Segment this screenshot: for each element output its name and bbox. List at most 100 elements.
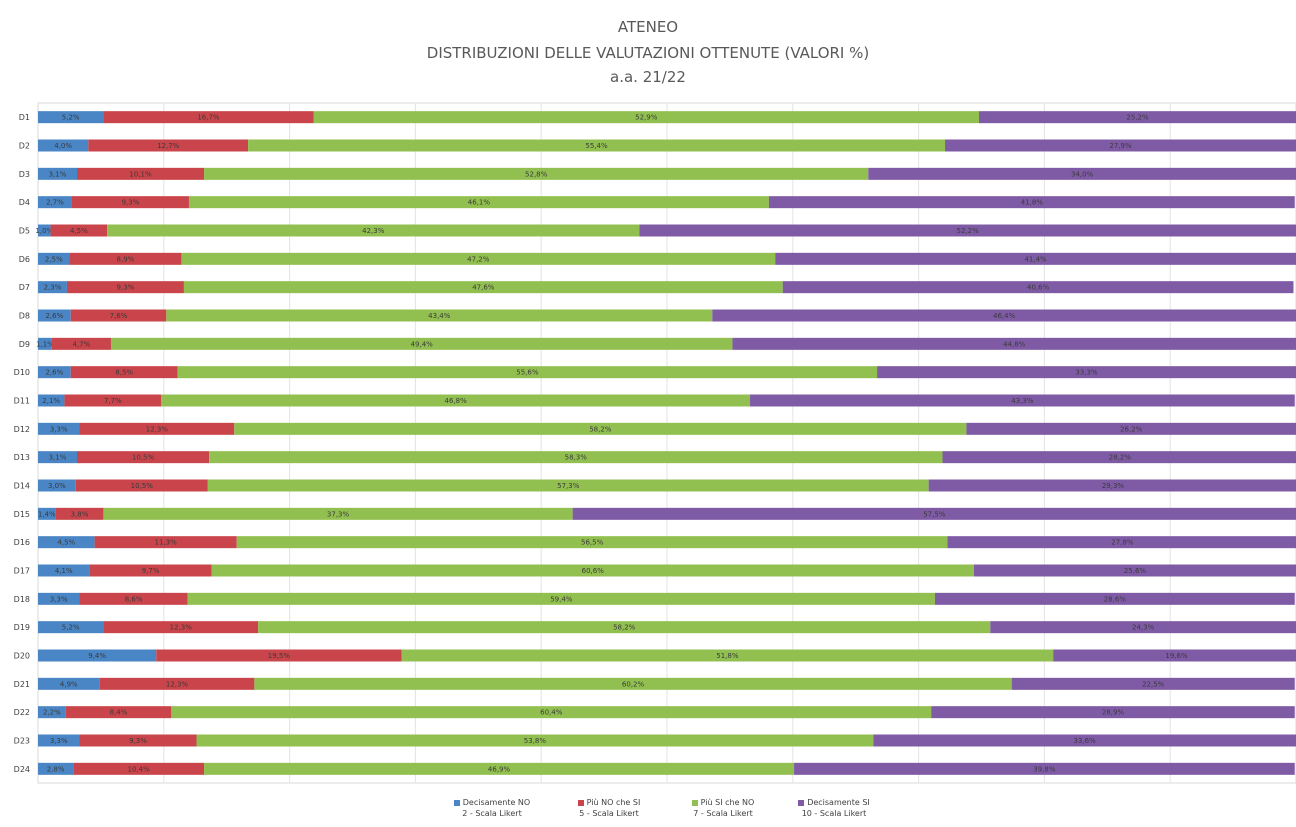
- bar-segment: [38, 167, 77, 180]
- bar-segment: [79, 422, 235, 435]
- bar-segment: [1011, 677, 1295, 690]
- data-label: 3,0%: [48, 482, 66, 490]
- category-label: D15: [14, 510, 30, 519]
- data-label: 52,9%: [635, 114, 658, 122]
- bar-segment: [236, 536, 948, 549]
- data-label: 12,3%: [166, 680, 189, 688]
- bar-segment: [750, 394, 1295, 407]
- bar-segment: [38, 309, 71, 322]
- bar-segment: [204, 762, 795, 775]
- category-label: D16: [14, 538, 30, 547]
- legend-item: Più SI che NO 7 - Scala Likert: [668, 797, 778, 819]
- bar-segment: [234, 422, 967, 435]
- data-label: 43,4%: [428, 312, 451, 320]
- bar-segment: [572, 507, 1296, 520]
- data-label: 4,1%: [55, 567, 73, 575]
- bar-segment: [38, 564, 90, 577]
- bar-segment: [76, 451, 210, 464]
- data-label: 2,1%: [42, 397, 60, 405]
- data-label: 3,8%: [71, 510, 89, 518]
- category-label: D10: [14, 368, 30, 377]
- bar-segment: [166, 309, 713, 322]
- bar-segment: [928, 479, 1296, 492]
- data-label: 33,3%: [1075, 369, 1098, 377]
- data-label: 34,0%: [1071, 170, 1094, 178]
- bar-segment: [38, 281, 67, 294]
- bar-segment: [966, 422, 1296, 435]
- data-label: 10,1%: [129, 170, 152, 178]
- bar-segment: [768, 196, 1295, 209]
- data-label: 22,5%: [1142, 680, 1165, 688]
- data-label: 10,4%: [128, 765, 151, 773]
- bar-segment: [181, 252, 776, 265]
- bar-segment: [71, 196, 189, 209]
- data-label: 9,3%: [122, 199, 140, 207]
- category-label: D20: [14, 652, 30, 661]
- data-label: 43,3%: [1011, 397, 1034, 405]
- bar-segment: [196, 734, 874, 747]
- data-label: 3,3%: [50, 737, 68, 745]
- data-label: 9,3%: [117, 284, 135, 292]
- bar-segment: [38, 422, 80, 435]
- bar-segment: [877, 366, 1296, 379]
- data-label: 39,8%: [1033, 765, 1056, 773]
- bar-segment: [211, 564, 974, 577]
- bar-segment: [161, 394, 751, 407]
- data-label: 11,3%: [155, 539, 178, 547]
- data-label: 27,8%: [1111, 539, 1134, 547]
- bar-segment: [183, 281, 783, 294]
- bar-segment: [204, 167, 869, 180]
- data-label: 57,5%: [923, 510, 946, 518]
- bar-segment: [38, 536, 95, 549]
- chart-title: ATENEO: [617, 18, 679, 36]
- bar-segment: [931, 706, 1295, 719]
- bar-segment: [70, 366, 178, 379]
- bar-segment: [38, 706, 66, 719]
- legend-label: Decisamente NO: [462, 798, 531, 807]
- legend-scale-label: 10 - Scala Likert: [801, 809, 867, 818]
- data-label: 4,9%: [60, 680, 78, 688]
- bar-segment: [107, 224, 640, 237]
- bar-segment: [94, 536, 237, 549]
- bar-segment: [110, 337, 733, 350]
- bar-segment: [75, 479, 208, 492]
- data-label: 28,6%: [1104, 595, 1127, 603]
- data-label: 9,7%: [142, 567, 160, 575]
- data-label: 37,3%: [327, 510, 350, 518]
- data-label: 2,6%: [45, 312, 63, 320]
- bar-segment: [38, 592, 80, 605]
- bar-segment: [64, 394, 162, 407]
- data-label: 52,2%: [957, 227, 980, 235]
- bar-segment: [794, 762, 1295, 775]
- bar-segment: [38, 507, 56, 520]
- bar-segment: [38, 451, 77, 464]
- bar-segment: [868, 167, 1296, 180]
- data-label: 2,2%: [43, 709, 61, 717]
- bar-segment: [38, 224, 51, 237]
- category-label: D18: [14, 595, 30, 604]
- data-label: 52,8%: [525, 170, 548, 178]
- bar-segment: [258, 621, 991, 634]
- bar-segment: [38, 252, 70, 265]
- bar-segment: [69, 252, 182, 265]
- legend-swatch: [691, 799, 698, 806]
- bar-segment: [990, 621, 1296, 634]
- data-label: 46,4%: [993, 312, 1016, 320]
- bar-segment: [103, 507, 573, 520]
- bar-segment: [38, 734, 80, 747]
- category-label: D11: [14, 397, 30, 406]
- data-label: 19,5%: [268, 652, 291, 660]
- category-label: D4: [19, 198, 30, 207]
- data-label: 41,8%: [1021, 199, 1044, 207]
- data-label: 46,9%: [488, 765, 511, 773]
- data-label: 2,8%: [47, 765, 65, 773]
- data-label: 51,8%: [716, 652, 739, 660]
- bar-segment: [38, 762, 74, 775]
- data-label: 24,3%: [1132, 624, 1155, 632]
- data-label: 5,2%: [62, 624, 80, 632]
- data-label: 57,3%: [557, 482, 580, 490]
- category-label: D23: [14, 737, 30, 746]
- bar-segment: [973, 564, 1296, 577]
- data-label: 46,8%: [445, 397, 468, 405]
- data-label: 4,5%: [57, 539, 75, 547]
